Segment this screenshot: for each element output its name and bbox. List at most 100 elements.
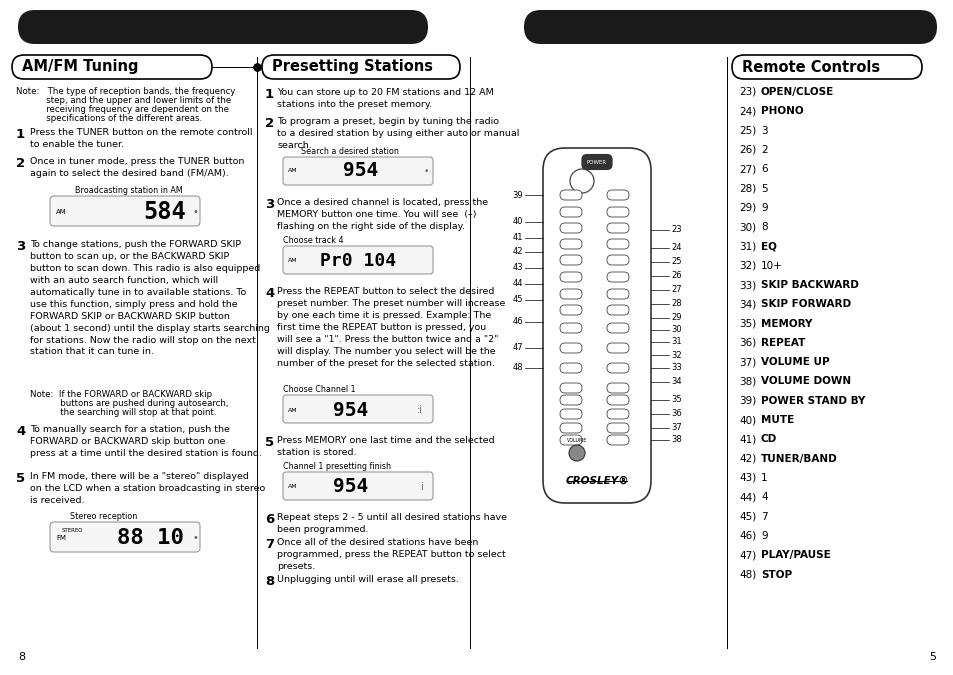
- FancyBboxPatch shape: [606, 435, 628, 445]
- FancyBboxPatch shape: [606, 305, 628, 315]
- Text: STEREO: STEREO: [62, 527, 84, 533]
- Text: 38: 38: [670, 435, 681, 445]
- Text: 41: 41: [512, 234, 522, 242]
- Text: 7: 7: [760, 512, 767, 522]
- Text: MEMORY: MEMORY: [760, 319, 812, 329]
- Text: i: i: [420, 482, 422, 492]
- Text: 5: 5: [928, 652, 935, 662]
- Text: REPEAT: REPEAT: [760, 338, 804, 348]
- FancyBboxPatch shape: [559, 305, 581, 315]
- Text: 3: 3: [16, 240, 25, 253]
- Text: 40): 40): [739, 415, 756, 425]
- FancyBboxPatch shape: [523, 10, 936, 44]
- FancyBboxPatch shape: [50, 522, 200, 552]
- FancyBboxPatch shape: [731, 55, 921, 79]
- Text: 25): 25): [739, 126, 756, 136]
- Circle shape: [569, 169, 594, 193]
- Text: :i: :i: [416, 405, 422, 415]
- Text: 10+: 10+: [760, 261, 781, 271]
- Text: •: •: [193, 207, 198, 217]
- Text: 26: 26: [670, 271, 680, 281]
- Text: 9: 9: [760, 531, 767, 541]
- Text: 35: 35: [670, 396, 680, 404]
- FancyBboxPatch shape: [606, 289, 628, 299]
- FancyBboxPatch shape: [559, 272, 581, 282]
- Text: 3: 3: [265, 198, 274, 211]
- Text: VOLUME UP: VOLUME UP: [760, 357, 829, 367]
- Text: 48: 48: [512, 364, 522, 373]
- Text: the searching will stop at that point.: the searching will stop at that point.: [30, 408, 216, 417]
- Text: 23: 23: [670, 225, 680, 234]
- Text: OPEN/CLOSE: OPEN/CLOSE: [760, 87, 833, 97]
- FancyBboxPatch shape: [283, 395, 433, 423]
- Text: 35): 35): [739, 319, 756, 329]
- Text: PHONO: PHONO: [760, 106, 802, 116]
- FancyBboxPatch shape: [283, 157, 433, 185]
- FancyBboxPatch shape: [50, 196, 200, 226]
- Text: 37: 37: [670, 423, 681, 433]
- Text: Press MEMORY one last time and the selected
station is stored.: Press MEMORY one last time and the selec…: [276, 436, 494, 457]
- FancyBboxPatch shape: [559, 363, 581, 373]
- Text: 7: 7: [265, 538, 274, 551]
- Text: 4: 4: [760, 492, 767, 502]
- Text: 954: 954: [333, 477, 368, 497]
- Text: 46: 46: [512, 317, 522, 327]
- Text: To manually search for a station, push the
FORWARD or BACKWARD skip button one
p: To manually search for a station, push t…: [30, 425, 262, 458]
- Text: 1: 1: [265, 88, 274, 101]
- Text: Broadcasting station in AM: Broadcasting station in AM: [75, 186, 183, 195]
- Text: 954: 954: [343, 161, 378, 180]
- FancyBboxPatch shape: [559, 423, 581, 433]
- Text: Unplugging until will erase all presets.: Unplugging until will erase all presets.: [276, 575, 458, 584]
- Text: AM: AM: [288, 169, 297, 173]
- FancyBboxPatch shape: [606, 190, 628, 200]
- Text: 8: 8: [18, 652, 25, 662]
- Text: AM: AM: [288, 408, 297, 412]
- Text: 2: 2: [265, 117, 274, 130]
- Text: 8: 8: [760, 222, 767, 232]
- Text: EQ: EQ: [760, 242, 776, 251]
- Text: 43: 43: [512, 263, 522, 273]
- Text: 4: 4: [16, 425, 25, 438]
- Text: specifications of the different areas.: specifications of the different areas.: [16, 114, 202, 123]
- Text: 41): 41): [739, 435, 756, 444]
- Text: 2: 2: [16, 157, 25, 170]
- Text: Choose Channel 1: Choose Channel 1: [283, 385, 355, 394]
- Text: PLAY/PAUSE: PLAY/PAUSE: [760, 550, 830, 560]
- Text: Search a desired station: Search a desired station: [301, 147, 398, 156]
- FancyBboxPatch shape: [283, 246, 433, 274]
- Text: Note:  If the FORWARD or BACKWARD skip: Note: If the FORWARD or BACKWARD skip: [30, 390, 212, 399]
- Text: AM: AM: [288, 259, 297, 263]
- FancyBboxPatch shape: [559, 343, 581, 353]
- Text: 26): 26): [739, 145, 756, 155]
- Text: Repeat steps 2 - 5 until all desired stations have
been programmed.: Repeat steps 2 - 5 until all desired sta…: [276, 513, 506, 534]
- Text: receiving frequency are dependent on the: receiving frequency are dependent on the: [16, 105, 229, 114]
- Text: 31: 31: [670, 338, 680, 346]
- Text: TUNER/BAND: TUNER/BAND: [760, 454, 837, 464]
- Text: 9: 9: [760, 202, 767, 213]
- Text: Press the REPEAT button to select the desired
preset number. The preset number w: Press the REPEAT button to select the de…: [276, 287, 505, 368]
- Text: 1: 1: [16, 128, 25, 141]
- Text: Pr0 104: Pr0 104: [319, 252, 395, 270]
- Text: AM: AM: [288, 485, 297, 489]
- Text: 39): 39): [739, 396, 756, 406]
- Text: Once a desired channel is located, press the
MEMORY button one time. You will se: Once a desired channel is located, press…: [276, 198, 488, 231]
- Text: Once all of the desired stations have been
programmed, press the REPEAT button t: Once all of the desired stations have be…: [276, 538, 505, 571]
- Text: 34): 34): [739, 299, 756, 309]
- FancyBboxPatch shape: [12, 55, 212, 79]
- FancyBboxPatch shape: [606, 223, 628, 233]
- Text: POWER STAND BY: POWER STAND BY: [760, 396, 864, 406]
- Text: 48): 48): [739, 570, 756, 580]
- Text: 39: 39: [512, 190, 522, 200]
- FancyBboxPatch shape: [559, 255, 581, 265]
- Text: 23): 23): [739, 87, 756, 97]
- Text: To change stations, push the FORWARD SKIP
button to scan up, or the BACKWARD SKI: To change stations, push the FORWARD SKI…: [30, 240, 270, 356]
- Text: 954: 954: [333, 400, 368, 419]
- Text: AM: AM: [56, 209, 67, 215]
- FancyBboxPatch shape: [559, 190, 581, 200]
- Text: STOP: STOP: [760, 570, 791, 580]
- Text: SKIP BACKWARD: SKIP BACKWARD: [760, 280, 858, 290]
- Text: 37): 37): [739, 357, 756, 367]
- Text: 3: 3: [760, 126, 767, 136]
- Text: VOLUME: VOLUME: [566, 439, 587, 443]
- Text: 5: 5: [16, 472, 25, 485]
